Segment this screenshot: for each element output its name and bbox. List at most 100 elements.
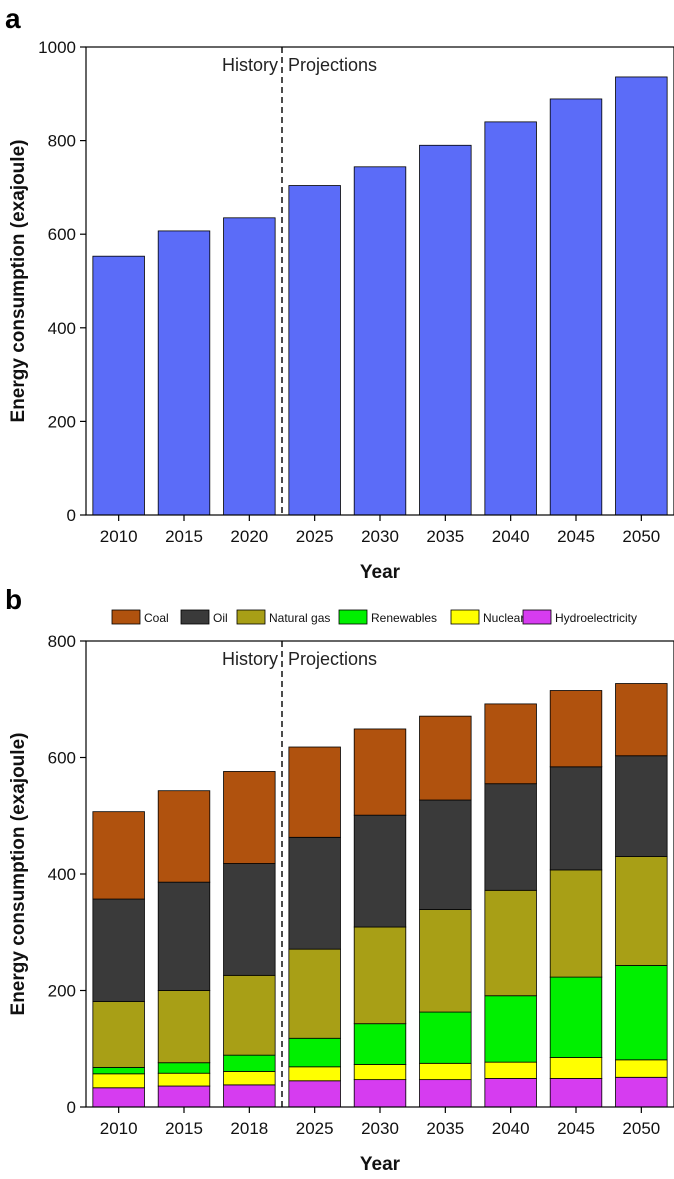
b-bar-coal-2018 bbox=[223, 771, 276, 864]
b-bar-hydroelectricity-2035 bbox=[419, 1079, 472, 1108]
b-bar-natural-gas-2018 bbox=[223, 974, 276, 1056]
b-bar-oil-2025 bbox=[288, 836, 341, 950]
a-y-tick-label-400: 400 bbox=[48, 319, 76, 338]
legend-label-natural-gas: Natural gas bbox=[269, 611, 330, 625]
b-y-tick-label-0: 0 bbox=[67, 1098, 76, 1117]
b-x-tick-label-2045: 2045 bbox=[557, 1119, 595, 1138]
b-bar-nuclear-2040 bbox=[484, 1061, 537, 1079]
legend-swatch-nuclear bbox=[450, 609, 480, 625]
a-x-tick-label-2035: 2035 bbox=[426, 527, 464, 546]
b-bar-hydroelectricity-2015 bbox=[157, 1085, 211, 1108]
a-plot-frame bbox=[85, 46, 674, 516]
b-y-tick-label-200: 200 bbox=[48, 982, 76, 1001]
chart-b: b Coal Oil Natural gas Renewables Nuclear Hyd… bbox=[5, 589, 674, 1175]
a-x-tick-label-2045: 2045 bbox=[557, 527, 595, 546]
b-bar-nuclear-2015 bbox=[157, 1072, 211, 1087]
b-bar-oil-2018 bbox=[223, 863, 276, 976]
b-bar-oil-2045 bbox=[549, 766, 603, 871]
a-bar-2050 bbox=[615, 76, 668, 516]
a-x-tick-label-2020: 2020 bbox=[230, 527, 268, 546]
b-bar-renewables-2045 bbox=[549, 976, 603, 1058]
a-bar-2025 bbox=[288, 185, 341, 516]
b-bar-oil-2030 bbox=[353, 814, 407, 928]
b-bar-nuclear-2035 bbox=[419, 1062, 472, 1081]
a-bar-2030 bbox=[353, 166, 407, 516]
b-bar-natural-gas-2050 bbox=[615, 856, 668, 966]
legend-label-hydroelectricity: Hydroelectricity bbox=[555, 611, 637, 625]
y-axis-title-b: Energy consumption (exajoule) bbox=[8, 733, 29, 1016]
a-x-tick-label-2030: 2030 bbox=[361, 527, 399, 546]
b-bar-renewables-2035 bbox=[419, 1011, 472, 1064]
a-x-tick-label-2050: 2050 bbox=[622, 527, 660, 546]
a-y-tick-label-0: 0 bbox=[67, 506, 76, 525]
b-bar-oil-2040 bbox=[484, 783, 537, 891]
b-bar-hydroelectricity-2040 bbox=[484, 1078, 537, 1108]
b-bar-oil-2035 bbox=[419, 799, 472, 910]
b-bar-hydroelectricity-2045 bbox=[549, 1078, 603, 1108]
b-bar-coal-2040 bbox=[484, 703, 537, 785]
history-label-a: History bbox=[222, 55, 278, 75]
a-x-tick-label-2015: 2015 bbox=[165, 527, 203, 546]
plot-area-a: 2010 2015 2020 2025 2030 2035 2040 2045 2050 0 200… bbox=[38, 38, 674, 546]
b-x-tick-label-2030: 2030 bbox=[361, 1119, 399, 1138]
a-y-tick-label-600: 600 bbox=[48, 225, 76, 244]
plot-area-b: 2010 2015 2018 2025 2030 2035 2040 2045 2050 0 200… bbox=[48, 632, 674, 1138]
b-bar-renewables-2010 bbox=[92, 1066, 145, 1075]
b-bar-coal-2045 bbox=[549, 690, 603, 768]
b-bar-oil-2050 bbox=[615, 755, 668, 857]
b-bar-coal-2035 bbox=[419, 715, 472, 801]
legend-label-coal: Coal bbox=[144, 611, 169, 625]
b-x-tick-label-2015: 2015 bbox=[165, 1119, 203, 1138]
legend-swatch-oil bbox=[180, 609, 210, 625]
projections-label-b: Projections bbox=[288, 649, 377, 669]
b-y-tick-label-400: 400 bbox=[48, 865, 76, 884]
b-bar-hydroelectricity-2030 bbox=[353, 1079, 407, 1108]
legend-label-nuclear: Nuclear bbox=[483, 611, 524, 625]
a-bar-2020 bbox=[223, 217, 276, 516]
b-bar-nuclear-2045 bbox=[549, 1057, 603, 1079]
x-axis-title-b: Year bbox=[360, 1154, 401, 1175]
b-bar-nuclear-2010 bbox=[92, 1073, 145, 1089]
b-bar-hydroelectricity-2018 bbox=[223, 1084, 276, 1108]
b-bar-nuclear-2018 bbox=[223, 1071, 276, 1086]
y-axis-title-a: Energy consumption (exajoule) bbox=[8, 140, 29, 423]
b-bar-hydroelectricity-2050 bbox=[615, 1076, 668, 1108]
b-x-tick-label-2010: 2010 bbox=[100, 1119, 138, 1138]
b-bar-oil-2015 bbox=[157, 881, 211, 991]
b-bar-coal-2015 bbox=[157, 790, 211, 883]
a-bar-2035 bbox=[419, 144, 472, 516]
b-bar-oil-2010 bbox=[92, 898, 145, 1002]
b-bar-hydroelectricity-2025 bbox=[288, 1080, 341, 1108]
a-y-tick-label-800: 800 bbox=[48, 132, 76, 151]
panel-letter-b: b bbox=[5, 589, 22, 615]
b-bar-renewables-2025 bbox=[288, 1037, 341, 1068]
b-bar-renewables-2050 bbox=[615, 965, 668, 1061]
b-bar-natural-gas-2040 bbox=[484, 889, 537, 997]
projections-label-a: Projections bbox=[288, 55, 377, 75]
legend-swatch-hydroelectricity bbox=[522, 609, 552, 625]
a-bar-2015 bbox=[157, 230, 211, 516]
b-bar-natural-gas-2015 bbox=[157, 990, 211, 1064]
b-bar-natural-gas-2030 bbox=[353, 926, 407, 1025]
b-bar-natural-gas-2035 bbox=[419, 909, 472, 1013]
b-bar-renewables-2015 bbox=[157, 1062, 211, 1074]
b-bar-coal-2025 bbox=[288, 746, 341, 838]
panel-letter-a: a bbox=[5, 3, 21, 34]
b-bar-natural-gas-2045 bbox=[549, 869, 603, 978]
history-label-b: History bbox=[222, 649, 278, 669]
legend-swatch-coal bbox=[111, 609, 141, 625]
a-bar-2010 bbox=[92, 255, 145, 516]
legend-swatch-renewables bbox=[338, 609, 368, 625]
b-y-tick-label-600: 600 bbox=[48, 749, 76, 768]
legend-label-oil: Oil bbox=[213, 611, 228, 625]
b-x-tick-label-2025: 2025 bbox=[296, 1119, 334, 1138]
chart-a: a 2010 2015 2020 2025 2030 2035 2040 2045 205002… bbox=[5, 3, 674, 583]
b-x-tick-label-2050: 2050 bbox=[622, 1119, 660, 1138]
a-y-tick-label-200: 200 bbox=[48, 412, 76, 431]
a-x-tick-label-2025: 2025 bbox=[296, 527, 334, 546]
a-bar-2045 bbox=[549, 98, 603, 516]
legend-label-renewables: Renewables bbox=[371, 611, 437, 625]
b-bar-hydroelectricity-2010 bbox=[92, 1087, 145, 1108]
b-bar-coal-2030 bbox=[353, 728, 407, 816]
b-bar-coal-2050 bbox=[615, 683, 668, 757]
